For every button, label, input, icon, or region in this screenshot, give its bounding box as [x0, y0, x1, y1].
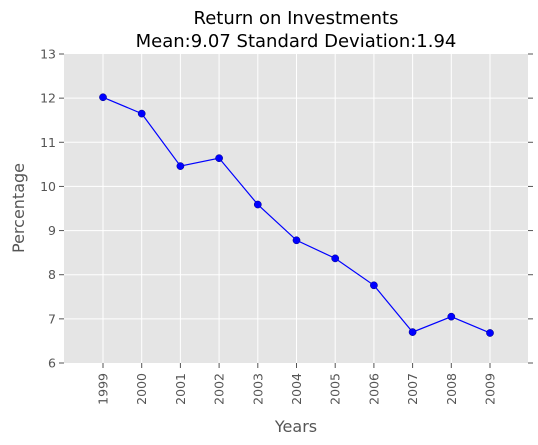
x-tick-label: 2000: [134, 373, 149, 405]
x-tick-label: 2001: [173, 373, 188, 405]
x-tick-label: 2009: [483, 373, 498, 405]
x-tick-label: 2004: [289, 373, 304, 405]
x-axis-ticks: 1999 2000 2001 2002 2003 2004 2005 2006 2007 2008…: [96, 363, 498, 405]
x-tick-label: 2005: [328, 373, 343, 405]
data-point: [292, 236, 301, 245]
x-tick-label: 1999: [96, 373, 111, 405]
x-tick-label: 2006: [366, 373, 381, 405]
x-tick-label: 2003: [250, 373, 265, 405]
data-point: [370, 281, 378, 290]
data-point: [176, 162, 185, 170]
data-point: [215, 154, 223, 163]
y-tick-label: 10: [40, 179, 56, 194]
chart-title: Return on Investments: [194, 8, 399, 29]
y-axis-label: Percentage: [9, 163, 28, 253]
chart-subtitle: Mean:9.07 Standard Deviation:1.94: [136, 31, 457, 52]
grid: [64, 54, 528, 363]
y-tick-label: 9: [48, 223, 56, 238]
y-axis-ticks: 6 7 8 9 10 11 12 13: [40, 47, 533, 371]
data-point: [447, 312, 456, 321]
data-point: [137, 109, 146, 118]
y-tick-label: 13: [40, 47, 56, 62]
y-tick-label: 12: [40, 91, 56, 106]
y-tick-label: 6: [48, 356, 56, 371]
data-point: [253, 200, 262, 209]
series-layer: [99, 93, 494, 337]
data-point: [331, 254, 340, 263]
data-point: [408, 328, 417, 336]
y-tick-label: 11: [40, 135, 56, 150]
x-tick-label: 2008: [444, 373, 459, 405]
x-axis-label: Years: [274, 417, 317, 436]
x-tick-label: 2007: [405, 373, 420, 405]
x-tick-label: 2002: [212, 373, 227, 405]
data-point: [99, 93, 107, 102]
data-point: [486, 329, 494, 337]
y-tick-label: 7: [48, 311, 56, 326]
y-tick-label: 8: [48, 267, 56, 282]
